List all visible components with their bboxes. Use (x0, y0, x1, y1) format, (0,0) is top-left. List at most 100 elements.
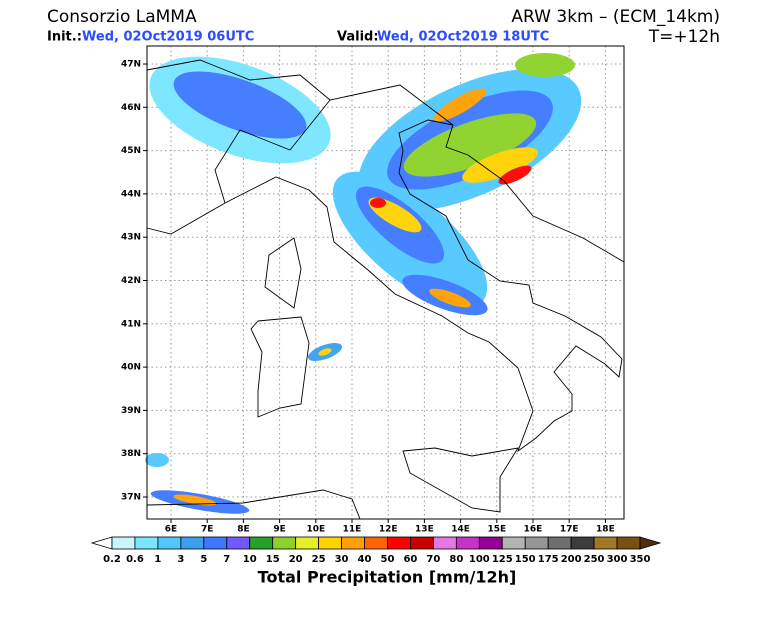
colorbar-box (616, 536, 641, 550)
lon-label: 18E (596, 525, 615, 535)
colorbar-box (203, 536, 228, 550)
colorbar-box (295, 536, 320, 550)
colorbar-label: 10 (243, 554, 257, 565)
precip-area (429, 288, 471, 308)
colorbar-label: 0.6 (126, 554, 144, 565)
colorbar-label: 25 (312, 554, 326, 565)
colorbar-title: Total Precipitation [mm/12h] (258, 568, 517, 587)
border (146, 59, 454, 204)
lat-label: 37N (121, 493, 141, 503)
colorbar-box (341, 536, 365, 550)
lat-label: 40N (121, 363, 141, 373)
colorbar-label: 0.2 (103, 554, 121, 565)
lon-label: 8E (237, 525, 249, 535)
colorbar-box (478, 536, 503, 550)
lat-label: 45N (121, 146, 141, 156)
coastline-africa (146, 489, 361, 520)
colorbar-box (249, 536, 274, 550)
lat-label: 38N (121, 449, 141, 459)
colorbar-box (111, 536, 136, 550)
lon-label: 7E (201, 525, 213, 535)
colorbar-box (364, 536, 388, 550)
coastline-sardinia (250, 316, 310, 418)
colorbar-label: 150 (515, 554, 536, 565)
lon-label: 11E (343, 525, 362, 535)
colorbar-label: 50 (381, 554, 395, 565)
colorbar-box (501, 536, 526, 550)
colorbar-label: 125 (492, 554, 513, 565)
colorbar-label: 350 (630, 554, 651, 565)
lon-label: 10E (306, 525, 325, 535)
colorbar-box (410, 536, 434, 550)
lon-label: 13E (415, 525, 434, 535)
lon-label: 12E (379, 525, 398, 535)
lat-label: 44N (121, 189, 141, 199)
map (143, 45, 625, 523)
colorbar-label: 5 (200, 554, 207, 565)
colorbar-label: 300 (607, 554, 628, 565)
colorbar-box (432, 536, 457, 550)
colorbar-label: 40 (358, 554, 372, 565)
coastlines (146, 59, 625, 520)
precip-area (173, 494, 217, 506)
valid-value: Wed, 02Oct2019 18UTC (377, 30, 549, 45)
lon-label: 6E (165, 525, 177, 535)
precipitation-field (145, 53, 582, 514)
colorbar-label: 175 (538, 554, 559, 565)
colorbar-label: 80 (449, 554, 463, 565)
lat-label: 47N (121, 60, 141, 70)
lon-label: 17E (560, 525, 579, 535)
lat-label: 43N (121, 233, 141, 243)
colorbar-label: 100 (469, 554, 490, 565)
precip-area (145, 453, 169, 467)
colorbar-box (226, 536, 251, 550)
colorbar-label: 1 (154, 554, 161, 565)
model-title: ARW 3km – (ECM_14km) (511, 7, 720, 27)
colorbar-end (90, 536, 113, 550)
colorbar-label: 60 (403, 554, 417, 565)
precip-area (498, 165, 532, 185)
colorbar-label: 15 (266, 554, 280, 565)
precip-area (515, 53, 575, 77)
coastline-mainland (146, 119, 625, 453)
init-label: Init.: (47, 30, 82, 45)
colorbar-box (593, 536, 618, 550)
lon-label: 15E (487, 525, 506, 535)
colorbar-label: 3 (177, 554, 184, 565)
precip-area (462, 147, 538, 183)
colorbar-label: 250 (584, 554, 605, 565)
colorbar-box (547, 536, 572, 550)
colorbar-end (639, 536, 662, 550)
colorbar-box (134, 536, 159, 550)
init-value: Wed, 02Oct2019 06UTC (82, 30, 254, 45)
colorbar-label: 30 (335, 554, 349, 565)
lon-label: 16E (524, 525, 543, 535)
colorbar-label: 200 (561, 554, 582, 565)
precip-area (433, 88, 487, 122)
colorbar-box (272, 536, 297, 550)
precip-area (318, 348, 332, 356)
coastline-sicily (402, 447, 519, 513)
lat-label: 41N (121, 319, 141, 329)
lon-label: 14E (451, 525, 470, 535)
title-left: Consorzio LaMMA (47, 7, 197, 27)
colorbar-box (387, 536, 411, 550)
lat-label: 42N (121, 276, 141, 286)
coastline-corsica (264, 237, 302, 309)
colorbar-box (157, 536, 182, 550)
colorbar-box (455, 536, 480, 550)
colorbar-label: 70 (426, 554, 440, 565)
colorbar-box (180, 536, 205, 550)
precip-area (403, 113, 537, 177)
colorbar-label: 20 (289, 554, 303, 565)
valid-label: Valid: (337, 30, 379, 45)
colorbar-label: 7 (223, 554, 230, 565)
colorbar-box (318, 536, 342, 550)
lead-time: T=+12h (648, 27, 720, 47)
precip-area (173, 71, 307, 139)
colorbar-box (524, 536, 549, 550)
map-frame (146, 45, 625, 520)
lat-label: 39N (121, 406, 141, 416)
